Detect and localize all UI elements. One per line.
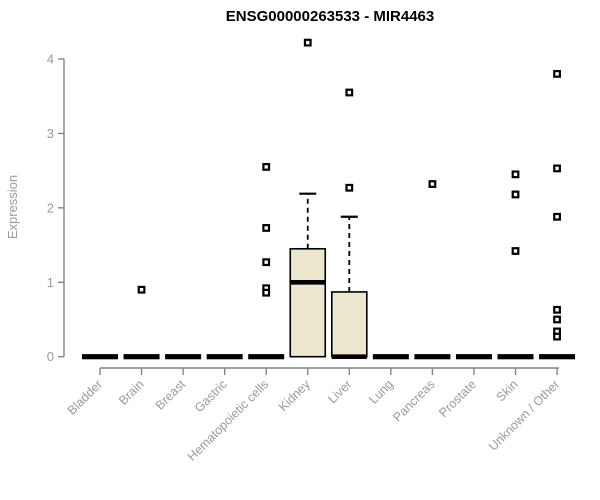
outlier-point [262,224,271,232]
x-tick-label: Prostate [436,377,479,420]
flat-box [206,354,243,360]
y-tick-label: 2 [47,200,54,215]
outlier-point [553,332,561,341]
y-tick-label: 0 [47,349,54,364]
x-tick-label: Skin [494,377,521,404]
x-tick-label: Lung [366,377,396,407]
y-tick-label: 1 [47,275,54,290]
x-tick-label: Unknown / Other [486,377,562,453]
x-tick-label: Kidney [276,377,313,414]
flat-box [372,354,409,360]
outlier-point [553,212,561,221]
outlier-point [345,88,354,97]
flat-box [123,354,160,360]
outlier-point [553,315,561,324]
outlier-point [262,288,271,297]
x-tick-label: Pancreas [390,377,437,424]
outlier-point [428,180,437,188]
outlier-point [553,305,561,314]
y-tick-label: 4 [47,52,54,67]
y-tick-label: 3 [47,126,54,141]
box-marks [82,38,576,360]
outlier-point [262,258,271,267]
flat-box [248,354,285,360]
flat-box [82,354,118,360]
outlier-point [137,285,146,294]
outlier-point [511,247,520,255]
flat-box [539,354,576,360]
chart-title: ENSG00000263533 - MIR4463 [226,8,434,25]
box [289,247,327,358]
outlier-point [511,190,520,199]
flat-box [497,354,534,360]
outlier-point [262,163,271,171]
outlier-point [303,38,312,47]
y-axis-label: Expression [5,175,20,239]
x-tick-label: Breast [153,377,189,413]
outlier-point [511,170,520,179]
x-tick-label: Bladder [65,377,105,417]
flat-box [414,354,451,360]
x-tick-label: Hematopoietic cells [185,377,272,464]
outlier-point [345,183,354,192]
outlier-point [553,164,561,173]
x-tick-label: Liver [325,377,354,406]
x-tick-label: Brain [116,377,147,408]
box [330,291,368,358]
x-tick-label: Gastric [192,377,230,415]
flat-box [165,354,202,360]
flat-box [455,354,492,360]
outlier-point [553,69,561,78]
